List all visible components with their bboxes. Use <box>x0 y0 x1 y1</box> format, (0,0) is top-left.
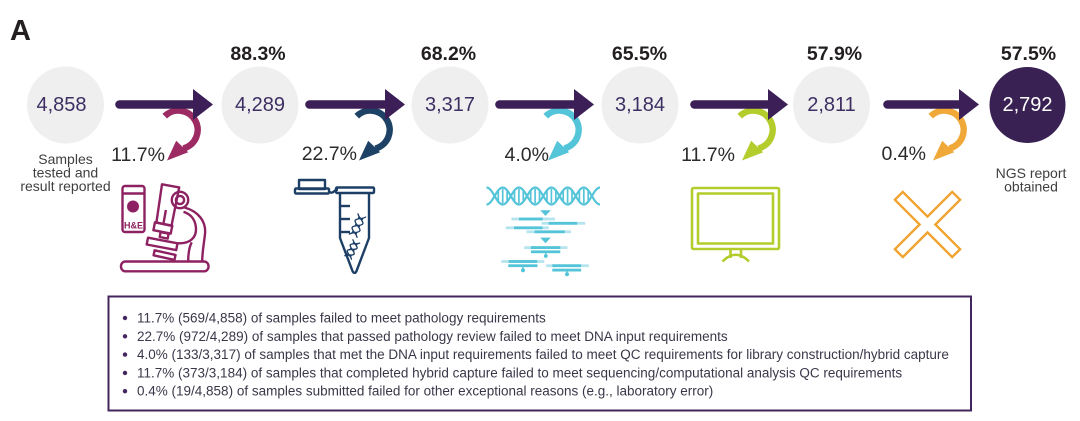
svg-text:3,317: 3,317 <box>425 94 475 116</box>
svg-text:0.4%: 0.4% <box>882 143 926 165</box>
svg-text:22.7%: 22.7% <box>302 143 357 165</box>
svg-text:4.0%: 4.0% <box>505 144 549 166</box>
svg-text:57.5%: 57.5% <box>1001 43 1056 65</box>
svg-text:Samples: Samples <box>38 151 92 167</box>
svg-text:22.7% (972/4,289) of samples t: 22.7% (972/4,289) of samples that passed… <box>137 329 728 344</box>
svg-text:65.5%: 65.5% <box>612 43 667 65</box>
svg-text:tested and: tested and <box>33 165 98 181</box>
svg-text:57.9%: 57.9% <box>807 43 862 65</box>
svg-text:4.0% (133/3,317) of samples th: 4.0% (133/3,317) of samples that met the… <box>137 347 949 362</box>
svg-text:11.7%: 11.7% <box>111 144 165 166</box>
svg-text:2,792: 2,792 <box>1002 94 1052 116</box>
svg-text:11.7% (373/3,184) of samples t: 11.7% (373/3,184) of samples that comple… <box>137 365 902 380</box>
svg-text:obtained: obtained <box>1004 179 1058 195</box>
svg-text:4,289: 4,289 <box>235 94 285 116</box>
svg-text:11.7%: 11.7% <box>681 144 735 166</box>
svg-text:2,811: 2,811 <box>807 94 856 116</box>
svg-text:H&E: H&E <box>124 221 143 231</box>
svg-text:11.7% (569/4,858) of samples f: 11.7% (569/4,858) of samples failed to m… <box>137 311 546 326</box>
svg-text:3,184: 3,184 <box>615 94 665 116</box>
svg-text:A: A <box>10 15 31 47</box>
svg-text:68.2%: 68.2% <box>421 43 476 65</box>
svg-text:NGS report: NGS report <box>996 165 1067 181</box>
svg-text:result reported: result reported <box>20 178 110 194</box>
svg-text:4,858: 4,858 <box>36 94 86 116</box>
svg-text:88.3%: 88.3% <box>230 43 285 65</box>
svg-text:0.4% (19/4,858) of samples sub: 0.4% (19/4,858) of samples submitted fai… <box>137 384 713 399</box>
